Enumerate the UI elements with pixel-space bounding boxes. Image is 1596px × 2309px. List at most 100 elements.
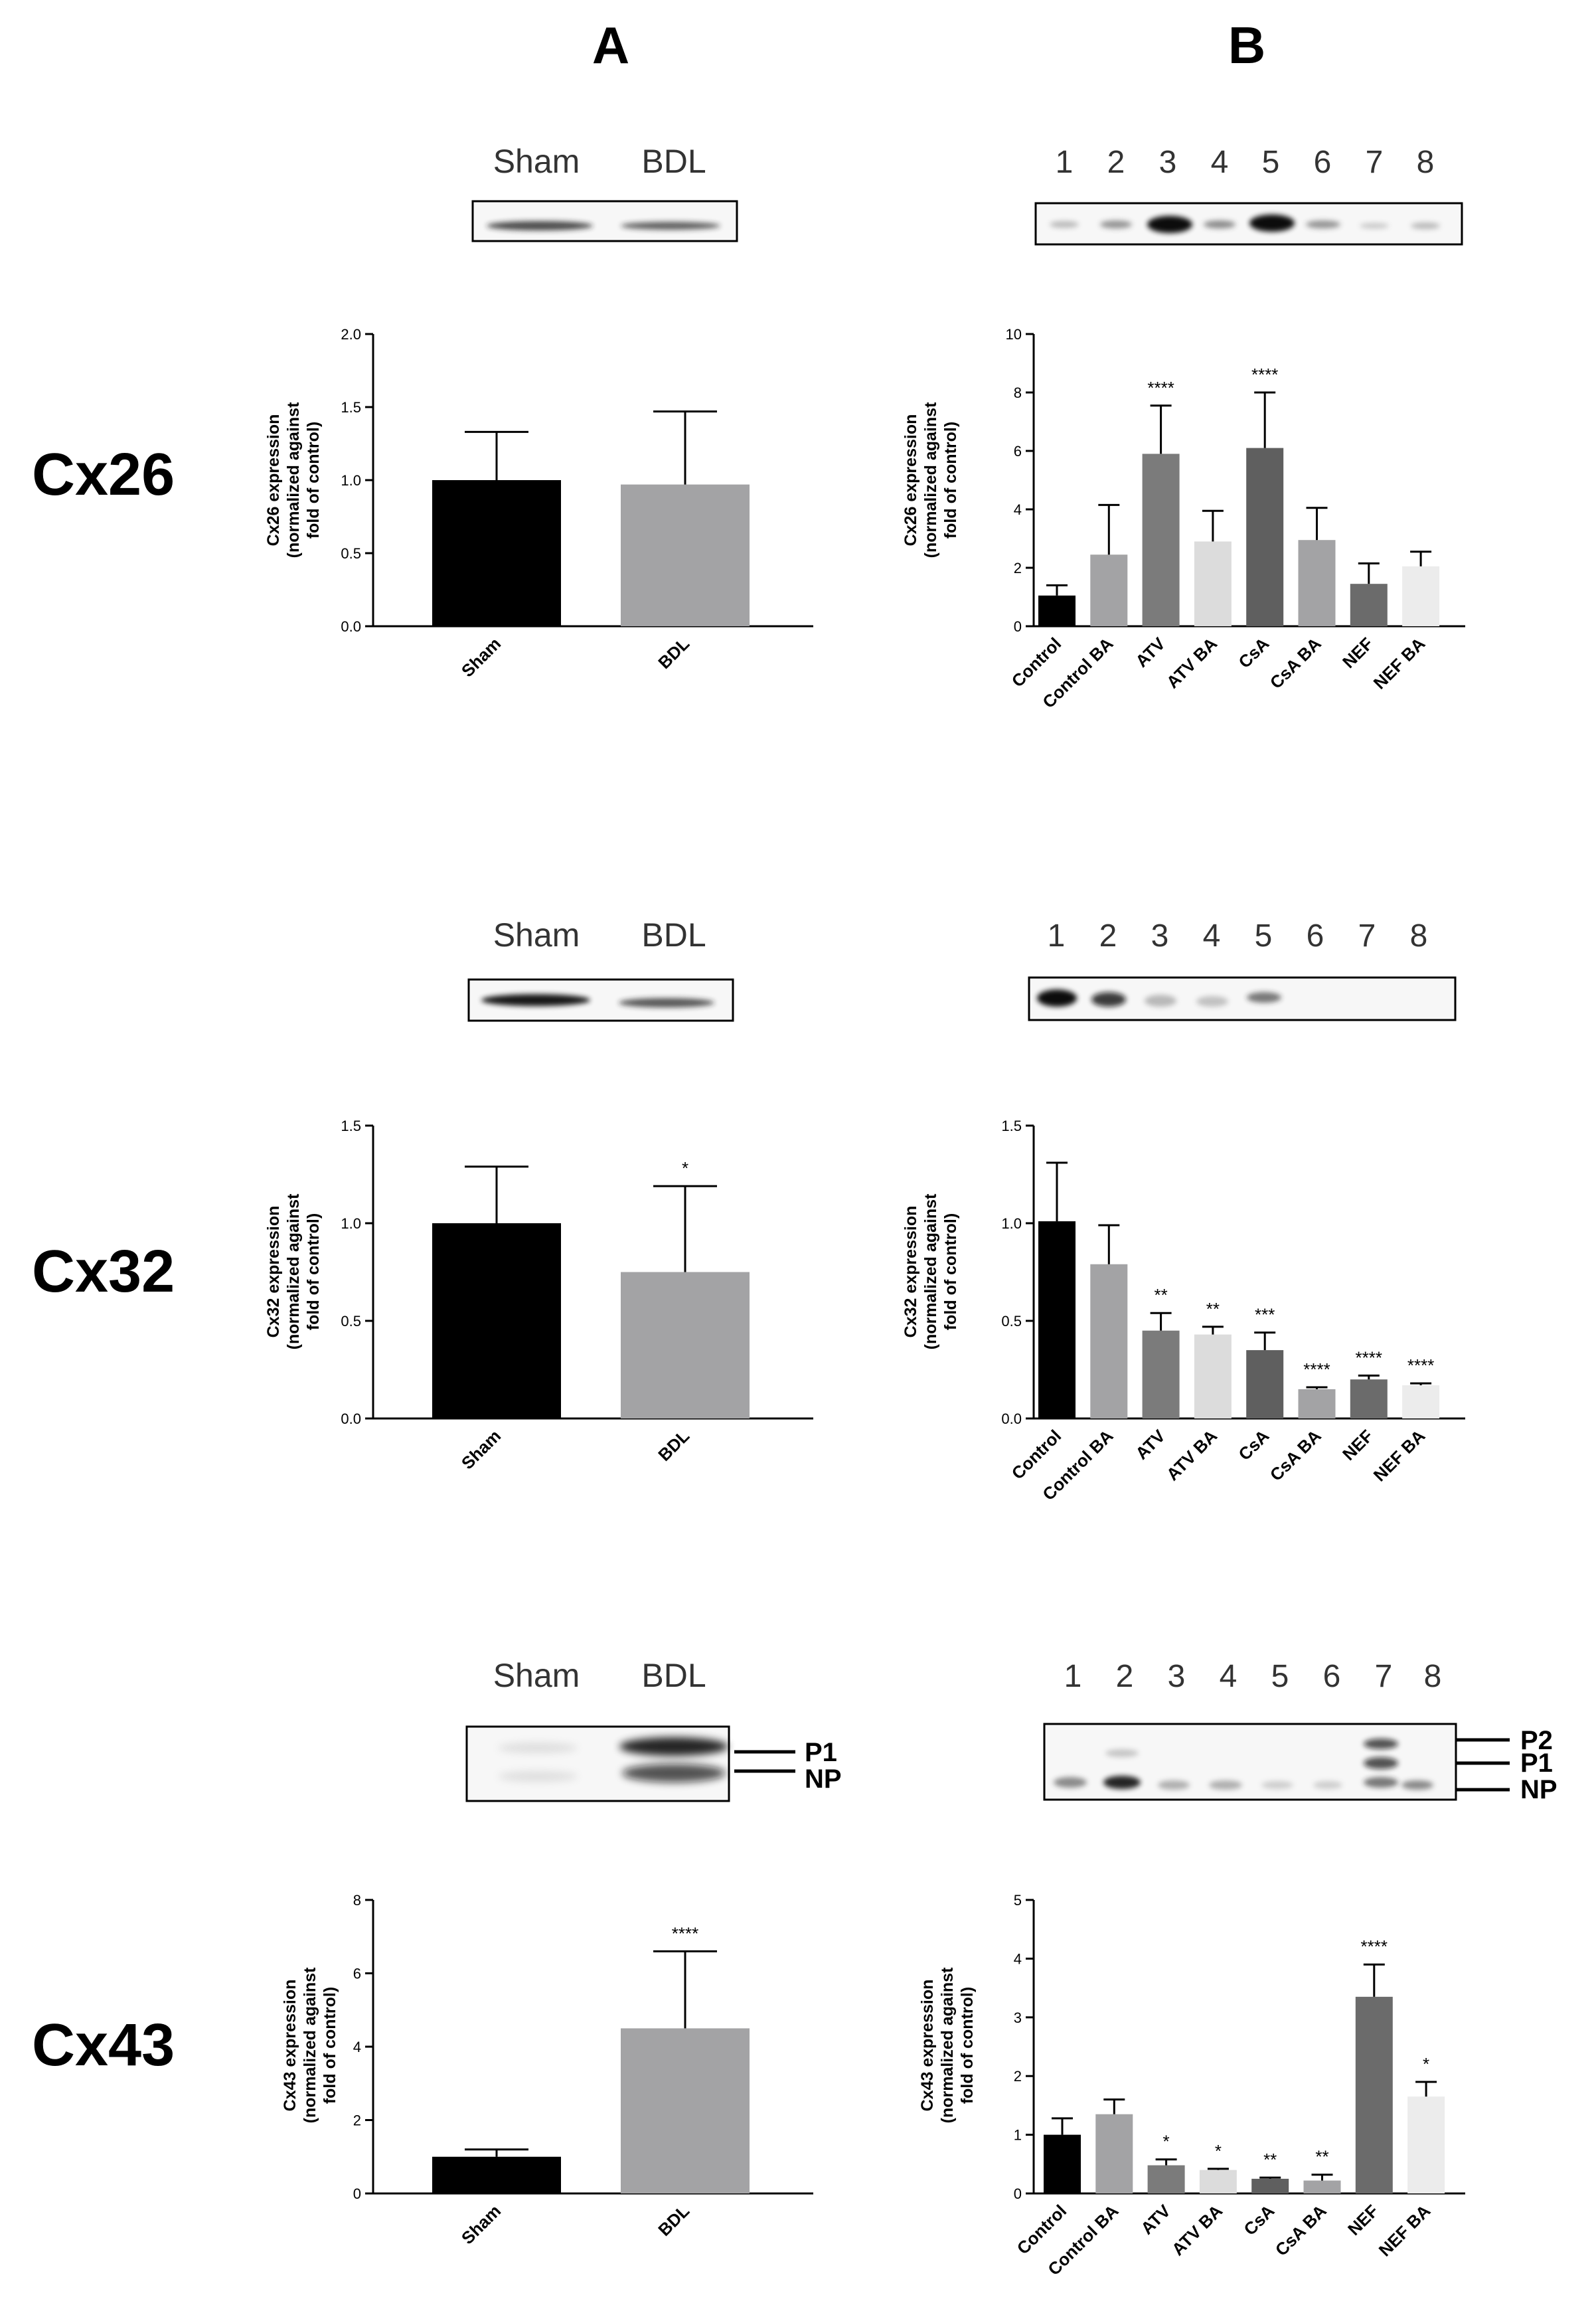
blot-lane-label: 8 <box>1417 145 1435 180</box>
x-tick-label: CsA <box>1239 2201 1278 2239</box>
chart-cx26-b: 0 2 4 6 8 10 Cx26 expression(normalized agains… <box>902 326 1465 712</box>
y-tick-label: 8 <box>353 1892 361 1909</box>
y-tick-label: 1 <box>1014 2127 1022 2144</box>
y-axis-label-line: fold of control) <box>941 422 960 539</box>
row-label-cx26: Cx26 <box>32 442 175 508</box>
x-tick-label: NEF <box>1344 2201 1382 2239</box>
x-tick-label: CsA BA <box>1266 1426 1325 1485</box>
y-axis-label: Cx43 expression(normalized againstfold o… <box>281 1967 339 2123</box>
x-tick-label: BDL <box>654 2201 693 2240</box>
blot-lane-label: 5 <box>1262 145 1280 180</box>
significance-marker: **** <box>1303 1359 1330 1379</box>
y-tick-label: 8 <box>1014 385 1022 401</box>
x-tick-label: BDL <box>654 634 693 673</box>
y-axis-label: Cx43 expression(normalized againstfold o… <box>918 1967 977 2123</box>
blot-cx43-b: 1 2 3 4 5 6 7 8 P2 P1 NP <box>1043 1659 1557 1804</box>
y-tick-label: 1.0 <box>341 1215 361 1232</box>
y-tick-label: 0 <box>1014 618 1022 635</box>
y-axis-label-line: Cx26 expression <box>902 414 920 547</box>
bar <box>621 1272 750 1418</box>
bar <box>1038 595 1076 626</box>
chart-cx43-b: 0 1 2 3 4 5 Cx43 expression(normalized against… <box>918 1892 1465 2279</box>
bar <box>432 2156 561 2193</box>
bar <box>1298 1389 1336 1418</box>
y-axis-label-line: (normalized against <box>284 402 303 558</box>
blot-band <box>1401 1780 1433 1790</box>
blot-lane-label: 6 <box>1307 918 1324 954</box>
y-axis-label-line: (normalized against <box>921 1193 940 1349</box>
blot-band <box>498 1743 578 1753</box>
significance-marker: **** <box>1407 1355 1434 1375</box>
blot-band <box>1364 1757 1398 1769</box>
y-tick-label: 0.0 <box>1001 1411 1022 1427</box>
bar <box>1402 566 1440 626</box>
blot-band <box>481 994 590 1006</box>
band-label-p1: P1 <box>805 1738 837 1767</box>
blot-band <box>1158 1780 1190 1790</box>
blot-lane-label: 8 <box>1424 1659 1442 1694</box>
x-tick-label: NEF BA <box>1370 634 1429 693</box>
y-axis-label-line: (normalized against <box>938 1967 957 2123</box>
x-tick-label: ATV BA <box>1162 634 1221 692</box>
bar <box>1194 541 1232 626</box>
blot-band <box>1204 220 1236 228</box>
blot-band <box>1306 220 1340 228</box>
x-tick-label: NEF BA <box>1375 2201 1435 2261</box>
y-axis-label-line: (normalized against <box>921 402 940 558</box>
blot-lane-label: Sham <box>493 1657 580 1694</box>
y-tick-label: 0 <box>1014 2185 1022 2202</box>
blot-band <box>487 221 593 230</box>
blot-lane-label: 1 <box>1048 918 1066 954</box>
x-tick-label: NEF BA <box>1370 1426 1429 1486</box>
x-tick-label: ATV <box>1131 634 1169 671</box>
y-axis-label: Cx32 expression(normalized againstfold o… <box>902 1193 960 1349</box>
y-axis-label: Cx26 expression(normalized againstfold o… <box>264 402 323 558</box>
bar <box>1199 2170 1237 2193</box>
x-tick-label: ATV BA <box>1162 1426 1221 1484</box>
y-tick-label: 0.5 <box>341 545 361 562</box>
blot-band <box>1105 1749 1139 1757</box>
blot-band <box>1249 214 1295 232</box>
blot-cx32-a: Sham BDL <box>467 916 734 1022</box>
y-axis-label-line: Cx32 expression <box>264 1206 283 1338</box>
bar <box>1350 1379 1388 1418</box>
y-axis-label-line: fold of control) <box>304 1213 323 1330</box>
blot-lane-label: 6 <box>1323 1659 1341 1694</box>
bar <box>1147 2165 1185 2193</box>
blot-band <box>1050 221 1079 228</box>
blot-lane-label: 8 <box>1410 918 1428 954</box>
y-axis-label-line: fold of control) <box>321 1987 339 2104</box>
blot-band <box>1261 1781 1293 1789</box>
blot-lane-label: 2 <box>1116 1659 1134 1694</box>
y-tick-label: 0.0 <box>341 618 361 635</box>
column-label-a: A <box>592 16 629 74</box>
bar <box>432 1223 561 1418</box>
y-tick-label: 2.0 <box>341 326 361 343</box>
y-tick-label: 0.5 <box>341 1313 361 1329</box>
y-tick-label: 0.5 <box>1001 1313 1022 1329</box>
x-tick-label: CsA BA <box>1271 2201 1330 2260</box>
bar <box>621 484 750 626</box>
bar <box>1090 555 1128 626</box>
significance-marker: * <box>1163 2132 1170 2152</box>
bar <box>1246 1350 1284 1418</box>
y-tick-label: 3 <box>1014 2010 1022 2026</box>
blot-cx32-b: 1 2 3 4 5 6 7 8 <box>1028 918 1457 1021</box>
bar <box>1038 1221 1076 1418</box>
y-tick-label: 1.5 <box>341 399 361 416</box>
band-label-p1: P1 <box>1520 1749 1553 1778</box>
y-axis-label-line: Cx26 expression <box>264 414 283 547</box>
blot-lane-label: 4 <box>1220 1659 1237 1694</box>
blot-lane-label: 1 <box>1056 145 1074 180</box>
significance-marker: **** <box>1251 365 1278 385</box>
row-label-cx43: Cx43 <box>32 2012 175 2079</box>
chart-cx32-b: 0.0 0.5 1.0 1.5 Cx32 expression(normalized a… <box>902 1118 1465 1504</box>
band-label-np: NP <box>805 1764 842 1794</box>
y-axis-label-line: fold of control) <box>941 1213 960 1330</box>
y-tick-label: 4 <box>1014 1950 1022 1967</box>
x-tick-label: ATV <box>1137 2201 1174 2239</box>
blot-lane-label: 4 <box>1203 918 1221 954</box>
x-tick-label: Sham <box>457 634 505 681</box>
blot-lane-label: 1 <box>1064 1659 1082 1694</box>
y-tick-label: 10 <box>1006 326 1022 343</box>
